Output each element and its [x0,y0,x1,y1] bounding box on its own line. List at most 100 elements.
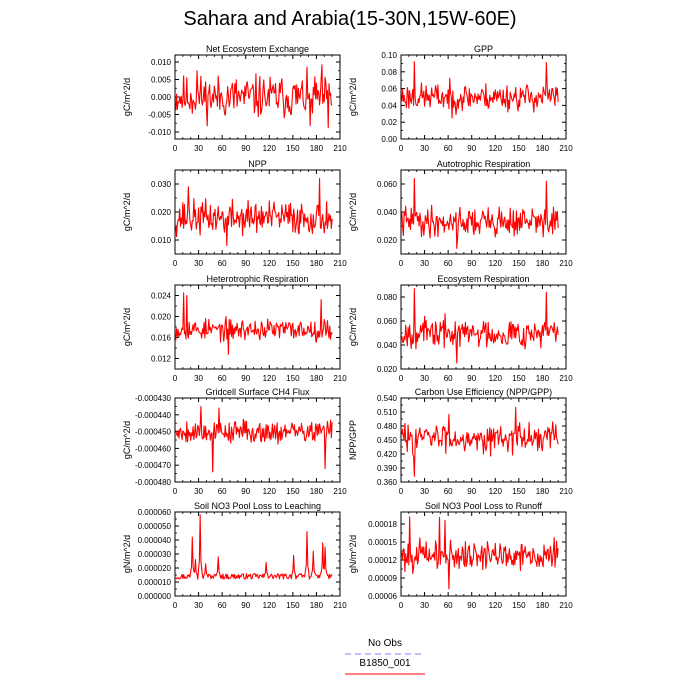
x-tick-label: 150 [286,487,300,496]
y-tick-label: 0.016 [151,334,172,343]
x-tick-label: 180 [310,601,324,610]
y-tick-label: 0.08 [381,68,397,77]
y-tick-label: 0.010 [151,58,172,67]
x-tick-label: 180 [310,144,324,153]
y-tick-label: 0.420 [377,450,398,459]
x-tick-label: 120 [263,144,277,153]
x-tick-label: 180 [536,374,550,383]
series-line-B1850_001 [175,405,333,473]
panel-title: Net Ecosystem Exchange [206,44,309,54]
series-line-B1850_001 [401,61,559,119]
y-tick-label: 0.000030 [138,550,172,559]
y-axis-label: gC/m^2/d [348,78,358,116]
x-tick-label: 210 [559,601,573,610]
panel-9: Soil NO3 Pool Loss to Runoff gN/m^2/d 0 30 6… [348,501,573,610]
x-tick-label: 210 [559,374,573,383]
series-line-B1850_001 [401,516,559,590]
y-tick-label: 0.00015 [368,538,397,547]
panel-title: Ecosystem Respiration [437,274,529,284]
y-tick-label: 0.00009 [368,574,397,583]
y-tick-label: 0.390 [377,464,398,473]
y-tick-label: -0.000480 [135,478,172,487]
x-tick-label: 90 [467,374,476,383]
x-tick-label: 0 [173,259,178,268]
x-tick-label: 0 [399,374,404,383]
y-tick-label: 0.04 [381,101,397,110]
panel-title: Autotrophic Respiration [437,159,531,169]
x-tick-label: 150 [286,144,300,153]
y-tick-label: 0.005 [151,76,172,85]
panel-title: Soil NO3 Pool Loss to Runoff [425,501,542,511]
panel-6: Gridcell Surface CH4 Flux gC/m^2/d 0 30 60 90… [122,387,347,496]
x-tick-label: 180 [536,601,550,610]
x-tick-label: 0 [173,487,178,496]
panel-3: Autotrophic Respiration gC/m^2/d 0 30 60 90 12… [348,159,573,268]
x-tick-label: 60 [218,487,227,496]
x-tick-label: 90 [467,259,476,268]
x-tick-label: 150 [286,601,300,610]
y-tick-label: 0.000060 [138,508,172,517]
panel-title: Gridcell Surface CH4 Flux [205,387,310,397]
y-tick-label: 0.000000 [138,592,172,601]
series-line-B1850_001 [175,64,333,129]
x-tick-label: 30 [420,144,429,153]
x-tick-label: 120 [489,601,503,610]
x-tick-label: 90 [241,374,250,383]
y-tick-label: 0.012 [151,355,172,364]
x-tick-label: 60 [444,144,453,153]
y-axis-label: gC/m^2/d [122,78,132,116]
y-tick-label: -0.000460 [135,444,172,453]
x-tick-label: 90 [467,487,476,496]
x-tick-label: 90 [467,601,476,610]
x-tick-label: 30 [420,259,429,268]
x-tick-label: 150 [512,487,526,496]
panel-0: Net Ecosystem Exchange gC/m^2/d 0 30 60 90 120… [122,44,347,153]
y-axis-label: gC/m^2/d [122,421,132,459]
y-tick-label: -0.000440 [135,411,172,420]
x-tick-label: 120 [489,144,503,153]
x-tick-label: 0 [399,259,404,268]
panel-title: Heterotrophic Respiration [206,274,308,284]
x-tick-label: 90 [467,144,476,153]
x-tick-label: 30 [194,374,203,383]
y-tick-label: 0.510 [377,408,398,417]
x-tick-label: 60 [444,487,453,496]
x-tick-label: 180 [310,259,324,268]
x-tick-label: 0 [399,487,404,496]
y-axis-label: gN/m^2/d [348,535,358,573]
x-tick-label: 30 [194,601,203,610]
panel-title: GPP [474,44,493,54]
y-tick-label: 0.030 [151,180,172,189]
x-tick-label: 120 [489,374,503,383]
y-tick-label: 0.020 [151,313,172,322]
panel-2: NPP gC/m^2/d 0 30 60 90 120 150 180 210 0.010 0.020… [122,159,347,268]
x-tick-label: 60 [218,601,227,610]
panel-title: NPP [248,159,267,169]
y-axis-label: gC/m^2/d [122,193,132,231]
y-tick-label: 0.080 [377,293,398,302]
x-tick-label: 120 [263,374,277,383]
y-tick-label: -0.005 [148,111,171,120]
legend-label: B1850_001 [359,658,411,669]
y-tick-label: 0.360 [377,478,398,487]
x-tick-label: 150 [286,259,300,268]
x-tick-label: 60 [218,144,227,153]
x-tick-label: 60 [444,601,453,610]
x-tick-label: 0 [173,374,178,383]
x-tick-label: 60 [444,374,453,383]
x-tick-label: 30 [194,487,203,496]
x-tick-label: 30 [194,144,203,153]
y-tick-label: 0.020 [377,365,398,374]
x-tick-label: 60 [218,259,227,268]
y-tick-label: 0.000010 [138,578,172,587]
panel-title: Soil NO3 Pool Loss to Leaching [194,501,321,511]
x-tick-label: 120 [489,259,503,268]
y-tick-label: 0.06 [381,85,397,94]
y-tick-label: 0.000 [151,93,172,102]
y-tick-label: 0.020 [377,236,398,245]
x-tick-label: 120 [489,487,503,496]
panel-5: Ecosystem Respiration gC/m^2/d 0 30 60 90 120 1… [348,274,573,383]
series-line-B1850_001 [175,177,333,247]
x-tick-label: 120 [263,259,277,268]
